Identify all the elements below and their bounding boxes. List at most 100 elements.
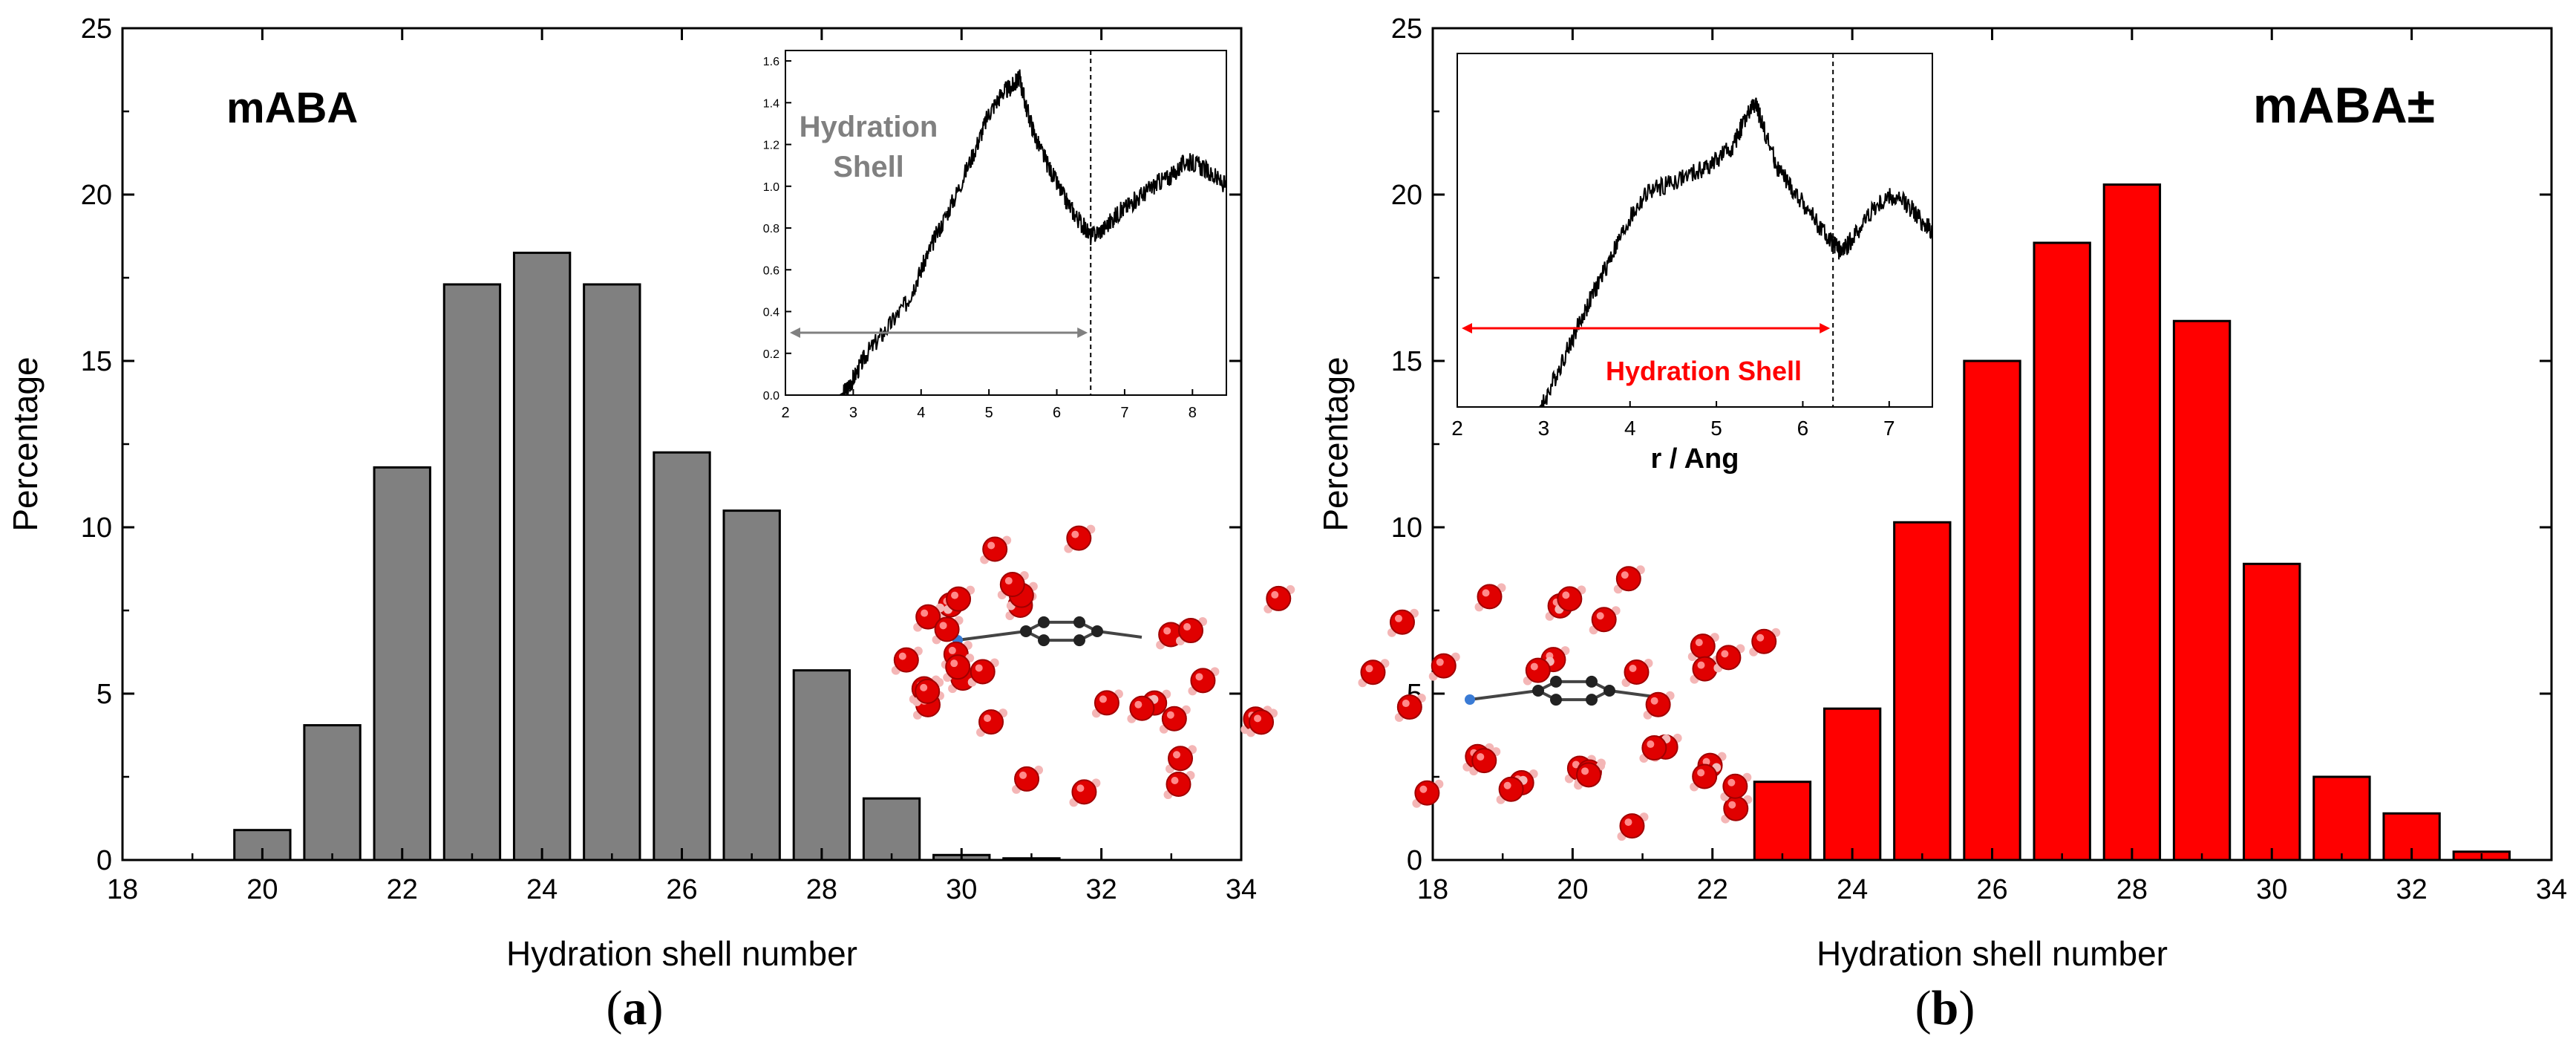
oxygen-highlight xyxy=(1756,633,1765,642)
oxygen-atom xyxy=(1129,695,1155,721)
carbon-atom xyxy=(1550,675,1562,688)
oxygen-highlight xyxy=(1163,627,1171,635)
oxygen-atom xyxy=(1190,668,1216,694)
oxygen-highlight xyxy=(1581,767,1589,775)
chart-title: mABA xyxy=(226,84,358,132)
water-molecule xyxy=(1246,708,1278,737)
water-molecule xyxy=(1474,583,1506,612)
water-molecule xyxy=(1523,657,1555,685)
oxygen-highlight xyxy=(984,714,992,723)
oxygen-highlight xyxy=(948,646,956,654)
water-molecule xyxy=(1127,694,1159,723)
oxygen-highlight xyxy=(1530,662,1538,671)
oxygen-highlight xyxy=(1503,781,1511,789)
y-axis-label: Percentage xyxy=(6,356,45,531)
bar-27 xyxy=(722,509,781,861)
oxygen-highlight xyxy=(1697,661,1705,669)
oxygen-atom xyxy=(1178,618,1204,644)
inset-frame xyxy=(785,50,1227,396)
carbon-atom xyxy=(1038,634,1050,647)
water-molecule xyxy=(1713,644,1745,673)
oxygen-highlight xyxy=(1436,658,1444,666)
oxygen-highlight xyxy=(1019,771,1027,779)
inset-x-tick-label: 5 xyxy=(985,405,993,421)
oxygen-highlight xyxy=(1419,785,1428,793)
carbon-atom xyxy=(1532,685,1544,697)
oxygen-highlight xyxy=(1071,530,1079,538)
water-molecule xyxy=(976,708,1008,737)
inset-y-tick-label: 1.6 xyxy=(763,56,779,68)
x-tick-label: 22 xyxy=(1697,874,1728,905)
oxygen-highlight xyxy=(921,609,929,617)
x-tick-label: 34 xyxy=(2536,874,2567,905)
oxygen-highlight xyxy=(1195,673,1203,681)
oxygen-atom xyxy=(1591,607,1617,633)
oxygen-highlight xyxy=(1076,784,1085,792)
water-molecule xyxy=(1720,772,1752,801)
oxygen-atom xyxy=(1389,609,1415,635)
oxygen-highlight xyxy=(1183,623,1191,631)
oxygen-highlight xyxy=(1402,700,1410,708)
oxygen-highlight xyxy=(898,652,906,660)
x-tick-label: 30 xyxy=(2256,874,2287,905)
x-tick-label: 18 xyxy=(1417,874,1448,905)
inset-x-tick-label: 4 xyxy=(917,405,925,421)
oxygen-atom xyxy=(978,709,1004,735)
inset-y-tick-label: 0.8 xyxy=(763,223,779,235)
bar-24 xyxy=(512,251,572,861)
water-molecule xyxy=(943,654,975,683)
water-molecule xyxy=(891,646,923,675)
water-molecule xyxy=(1613,565,1645,594)
oxygen-atom xyxy=(1641,735,1667,761)
water-molecule xyxy=(913,603,945,632)
oxygen-atom xyxy=(893,647,919,673)
oxygen-atom xyxy=(1066,525,1092,551)
inset-y-tick-label: 0.6 xyxy=(763,264,779,277)
water-molecule xyxy=(932,616,964,645)
oxygen-highlight xyxy=(1697,769,1705,777)
oxygen-atom xyxy=(982,536,1008,562)
oxygen-atom xyxy=(1619,813,1645,839)
x-tick-label: 24 xyxy=(526,874,558,905)
oxygen-atom xyxy=(1431,653,1457,679)
water-molecule xyxy=(1555,585,1586,614)
oxygen-atom xyxy=(1014,766,1040,792)
bar-25 xyxy=(1893,521,1952,861)
water-molecule xyxy=(1496,775,1528,804)
y-tick-label: 20 xyxy=(1391,180,1422,211)
y-axis-label: Percentage xyxy=(1316,356,1355,531)
x-tick-label: 24 xyxy=(1837,874,1868,905)
oxygen-atom xyxy=(1692,656,1718,682)
inset-x-tick-label: 6 xyxy=(1797,417,1809,440)
oxygen-highlight xyxy=(1173,751,1181,759)
bar-23 xyxy=(1753,781,1812,861)
y-tick-label: 25 xyxy=(81,13,112,45)
water-molecule xyxy=(1589,606,1621,635)
inset-x-tick-label: 8 xyxy=(1189,405,1197,421)
water-molecule xyxy=(1574,761,1606,790)
bar-22 xyxy=(373,466,431,861)
x-tick-label: 32 xyxy=(2396,874,2427,905)
nitrogen-atom xyxy=(1465,694,1475,705)
inset-x-tick-label: 3 xyxy=(1538,417,1550,440)
oxygen-highlight xyxy=(1650,697,1658,705)
x-axis-label: Hydration shell number xyxy=(1817,934,2168,973)
oxygen-highlight xyxy=(1572,760,1580,769)
carbon-atom xyxy=(1550,694,1562,706)
inset-x-tick-label: 3 xyxy=(849,405,857,421)
oxygen-highlight xyxy=(1099,695,1107,703)
oxygen-atom xyxy=(1166,771,1191,797)
oxygen-highlight xyxy=(987,541,996,550)
bar-28 xyxy=(792,669,851,861)
inset-y-tick-label: 0.2 xyxy=(763,348,779,361)
carbon-atom xyxy=(1073,616,1085,628)
oxygen-highlight xyxy=(1647,740,1655,749)
x-tick-label: 28 xyxy=(2116,874,2148,905)
water-molecule xyxy=(1091,689,1123,718)
bar-21 xyxy=(303,724,362,861)
oxygen-atom xyxy=(999,572,1025,598)
oxygen-highlight xyxy=(1271,590,1279,599)
y-tick-label: 0 xyxy=(1407,845,1422,876)
oxygen-atom xyxy=(1722,773,1748,799)
